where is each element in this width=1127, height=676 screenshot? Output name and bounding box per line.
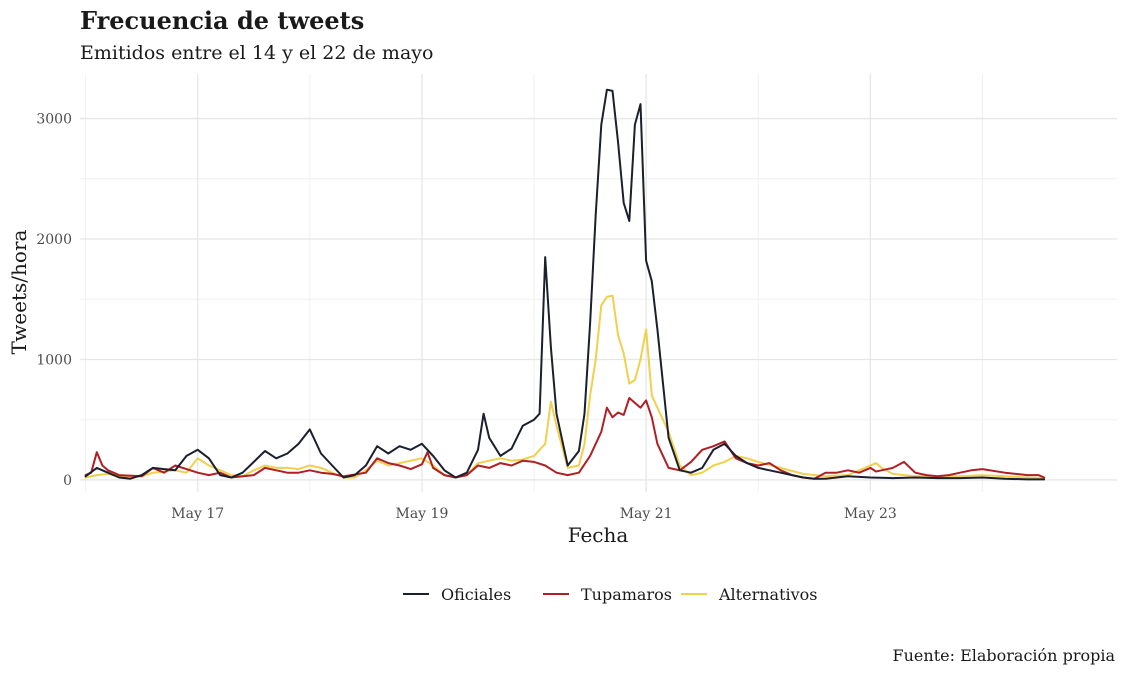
y-axis-title: Tweets/hora bbox=[7, 229, 31, 354]
y-tick-label: 0 bbox=[63, 473, 72, 489]
x-tick-label: May 19 bbox=[396, 506, 449, 522]
legend-label: Alternativos bbox=[718, 585, 818, 604]
x-tick-label: May 23 bbox=[844, 506, 897, 522]
minor-gridlines bbox=[80, 74, 1117, 492]
y-tick-labels: 0 1000 2000 3000 bbox=[36, 112, 72, 489]
series-lines bbox=[84, 88, 1046, 481]
legend-item-alternativos: Alternativos bbox=[681, 585, 818, 604]
legend: Oficiales Tupamaros Alternativos bbox=[403, 585, 818, 604]
series-line-tupamaros bbox=[84, 397, 1046, 480]
y-tick-label: 3000 bbox=[36, 112, 72, 128]
series-line-oficiales bbox=[84, 88, 1046, 481]
x-tick-label: May 17 bbox=[171, 506, 224, 522]
major-gridlines bbox=[80, 74, 1117, 492]
legend-label: Tupamaros bbox=[581, 585, 672, 604]
legend-item-tupamaros: Tupamaros bbox=[543, 585, 672, 604]
chart-subtitle: Emitidos entre el 14 y el 22 de mayo bbox=[80, 42, 434, 64]
source-caption: Fuente: Elaboración propia bbox=[892, 646, 1115, 665]
x-tick-label: May 21 bbox=[620, 506, 673, 522]
y-tick-label: 2000 bbox=[36, 232, 72, 248]
legend-label: Oficiales bbox=[441, 585, 511, 604]
chart-title: Frecuencia de tweets bbox=[80, 6, 365, 35]
legend-item-oficiales: Oficiales bbox=[403, 585, 511, 604]
y-tick-label: 1000 bbox=[36, 352, 72, 368]
x-axis-title: Fecha bbox=[568, 523, 629, 547]
x-tick-labels: May 17 May 19 May 21 May 23 bbox=[171, 506, 897, 522]
